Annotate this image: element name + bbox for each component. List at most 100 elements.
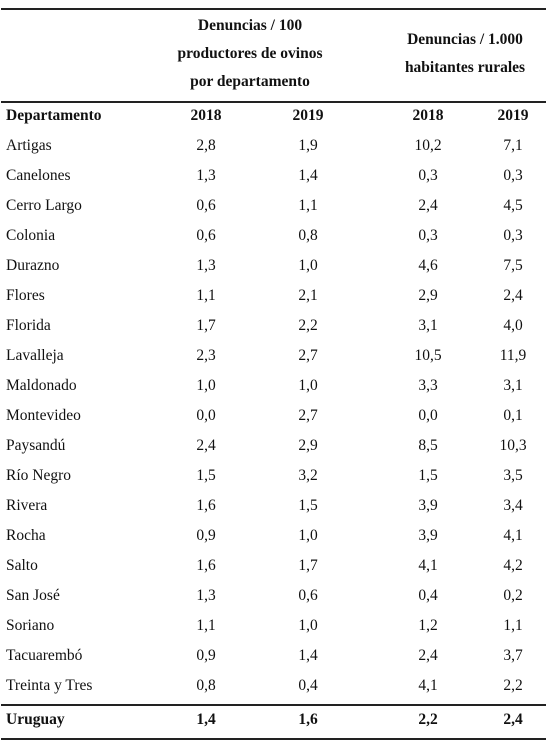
department-name: Paysandú (6, 437, 66, 454)
column-header-2019-producers: 2019 (292, 107, 324, 124)
header-rule (1, 101, 546, 103)
cell-2019-inhabitants: 2,2 (503, 677, 523, 694)
department-name: Flores (6, 287, 45, 304)
group-header-per-rural-inhabitants: Denuncias / 1.000 habitantes rurales (380, 26, 548, 82)
cell-2019-producers: 2,7 (298, 347, 318, 364)
cell-2018-producers: 1,3 (196, 257, 216, 274)
cell-2019-producers: 2,7 (298, 407, 318, 424)
total-2018-inhabitants: 2,2 (418, 711, 438, 728)
table-row: Colonia 0,6 0,8 0,3 0,3 (0, 227, 548, 247)
cell-2019-producers: 1,9 (298, 137, 318, 154)
column-header-2019-inhabitants: 2019 (497, 107, 529, 124)
group-header-line: por departamento (190, 73, 310, 90)
cell-2018-producers: 0,6 (196, 227, 216, 244)
department-name: Tacuarembó (6, 647, 83, 664)
cell-2019-inhabitants: 4,5 (503, 197, 523, 214)
cell-2019-producers: 3,2 (298, 467, 318, 484)
table-row: Treinta y Tres 0,8 0,4 4,1 2,2 (0, 677, 548, 697)
cell-2019-inhabitants: 3,4 (503, 497, 523, 514)
department-name: Durazno (6, 257, 60, 274)
cell-2018-producers: 0,9 (196, 647, 216, 664)
cell-2018-inhabitants: 2,4 (418, 647, 438, 664)
department-name: San José (6, 587, 60, 604)
table-row: Rivera 1,6 1,5 3,9 3,4 (0, 497, 548, 517)
cell-2018-inhabitants: 2,9 (418, 287, 438, 304)
cell-2018-inhabitants: 3,9 (418, 497, 438, 514)
table-row: Cerro Largo 0,6 1,1 2,4 4,5 (0, 197, 548, 217)
group-header-line: habitantes rurales (404, 59, 526, 76)
cell-2019-producers: 2,9 (298, 437, 318, 454)
column-header-2018-producers: 2018 (190, 107, 222, 124)
cell-2019-inhabitants: 4,1 (503, 527, 523, 544)
cell-2019-inhabitants: 1,1 (503, 617, 523, 634)
cell-2018-inhabitants: 0,0 (418, 407, 438, 424)
cell-2018-inhabitants: 3,1 (418, 317, 438, 334)
cell-2019-producers: 1,7 (298, 557, 318, 574)
cell-2019-inhabitants: 3,1 (503, 377, 523, 394)
table-row: Paysandú 2,4 2,9 8,5 10,3 (0, 437, 548, 457)
cell-2019-producers: 0,4 (298, 677, 318, 694)
department-name: Treinta y Tres (6, 677, 93, 694)
cell-2018-producers: 1,7 (196, 317, 216, 334)
group-header-per-producers: Denuncias / 100 productores de ovinos po… (150, 12, 350, 96)
cell-2018-inhabitants: 4,1 (418, 557, 438, 574)
cell-2019-producers: 1,0 (298, 527, 318, 544)
cell-2019-inhabitants: 10,3 (499, 437, 527, 454)
department-name: Río Negro (6, 467, 72, 484)
cell-2019-producers: 1,4 (298, 167, 318, 184)
department-name: Salto (6, 557, 38, 574)
department-name: Cerro Largo (6, 197, 82, 214)
table-row: Soriano 1,1 1,0 1,2 1,1 (0, 617, 548, 637)
cell-2019-producers: 0,8 (298, 227, 318, 244)
table-row: Artigas 2,8 1,9 10,2 7,1 (0, 137, 548, 157)
cell-2019-inhabitants: 11,9 (499, 347, 527, 364)
cell-2019-producers: 2,2 (298, 317, 318, 334)
table-row: Durazno 1,3 1,0 4,6 7,5 (0, 257, 548, 277)
cell-2019-producers: 0,6 (298, 587, 318, 604)
cell-2018-inhabitants: 4,6 (418, 257, 438, 274)
table-row: Florida 1,7 2,2 3,1 4,0 (0, 317, 548, 337)
table-row: Montevideo 0,0 2,7 0,0 0,1 (0, 407, 548, 427)
cell-2019-inhabitants: 0,3 (503, 227, 523, 244)
cell-2018-producers: 1,1 (196, 617, 216, 634)
cell-2018-producers: 0,9 (196, 527, 216, 544)
cell-2019-producers: 1,0 (298, 617, 318, 634)
department-name: Artigas (6, 137, 52, 154)
cell-2018-producers: 1,3 (196, 167, 216, 184)
cell-2019-producers: 1,0 (298, 257, 318, 274)
cell-2018-producers: 1,3 (196, 587, 216, 604)
cell-2019-producers: 1,4 (298, 647, 318, 664)
department-name: Soriano (6, 617, 55, 634)
column-header-2018-inhabitants: 2018 (412, 107, 444, 124)
table-row: Rocha 0,9 1,0 3,9 4,1 (0, 527, 548, 547)
table-row: Lavalleja 2,3 2,7 10,5 11,9 (0, 347, 548, 367)
cell-2019-producers: 1,1 (298, 197, 318, 214)
cell-2018-inhabitants: 3,9 (418, 527, 438, 544)
department-name: Rivera (6, 497, 48, 514)
cell-2019-inhabitants: 3,5 (503, 467, 523, 484)
cell-2018-producers: 2,3 (196, 347, 216, 364)
department-name: Montevideo (6, 407, 81, 424)
cell-2018-producers: 2,8 (196, 137, 216, 154)
table-row: Tacuarembó 0,9 1,4 2,4 3,7 (0, 647, 548, 667)
table-row: San José 1,3 0,6 0,4 0,2 (0, 587, 548, 607)
cell-2018-inhabitants: 8,5 (418, 437, 438, 454)
cell-2018-inhabitants: 10,2 (414, 137, 442, 154)
department-name: Canelones (6, 167, 71, 184)
bottom-rule (1, 738, 546, 740)
cell-2019-producers: 1,5 (298, 497, 318, 514)
group-header-line: Denuncias / 1.000 (407, 31, 523, 48)
cell-2019-producers: 1,0 (298, 377, 318, 394)
total-rule (1, 704, 546, 706)
cell-2019-inhabitants: 7,1 (503, 137, 523, 154)
group-header-line: productores de ovinos (177, 45, 323, 62)
department-name: Lavalleja (6, 347, 64, 364)
total-2018-producers: 1,4 (196, 711, 216, 728)
cell-2019-inhabitants: 0,2 (503, 587, 523, 604)
cell-2019-inhabitants: 7,5 (503, 257, 523, 274)
cell-2018-inhabitants: 10,5 (414, 347, 442, 364)
cell-2018-inhabitants: 0,3 (418, 167, 438, 184)
cell-2018-producers: 0,8 (196, 677, 216, 694)
cell-2018-producers: 1,6 (196, 497, 216, 514)
cell-2018-inhabitants: 0,3 (418, 227, 438, 244)
